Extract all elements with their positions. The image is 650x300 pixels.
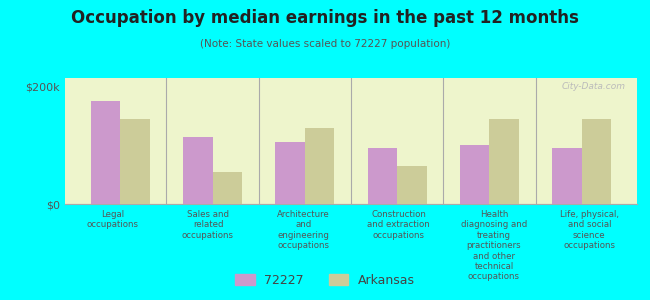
Text: Health
diagnosing and
treating
practitioners
and other
technical
occupations: Health diagnosing and treating practitio… <box>461 210 527 281</box>
Text: Construction
and extraction
occupations: Construction and extraction occupations <box>367 210 430 240</box>
Bar <box>582 119 611 204</box>
Text: Occupation by median earnings in the past 12 months: Occupation by median earnings in the pas… <box>71 9 579 27</box>
Text: City-Data.com: City-Data.com <box>562 82 625 91</box>
Bar <box>120 119 150 204</box>
Text: Life, physical,
and social
science
occupations: Life, physical, and social science occup… <box>560 210 619 250</box>
Bar <box>460 146 489 204</box>
Text: Architecture
and
engineering
occupations: Architecture and engineering occupations <box>277 210 330 250</box>
Text: Legal
occupations: Legal occupations <box>86 210 138 230</box>
Bar <box>91 101 120 204</box>
Bar <box>552 148 582 204</box>
Text: (Note: State values scaled to 72227 population): (Note: State values scaled to 72227 popu… <box>200 39 450 49</box>
Bar <box>397 166 426 204</box>
Bar <box>305 128 334 204</box>
Bar <box>489 119 519 204</box>
Text: Sales and
related
occupations: Sales and related occupations <box>182 210 234 240</box>
Legend: 72227, Arkansas: 72227, Arkansas <box>231 270 419 291</box>
Bar <box>183 136 213 204</box>
Bar <box>368 148 397 204</box>
Bar <box>213 172 242 204</box>
Bar <box>276 142 305 204</box>
